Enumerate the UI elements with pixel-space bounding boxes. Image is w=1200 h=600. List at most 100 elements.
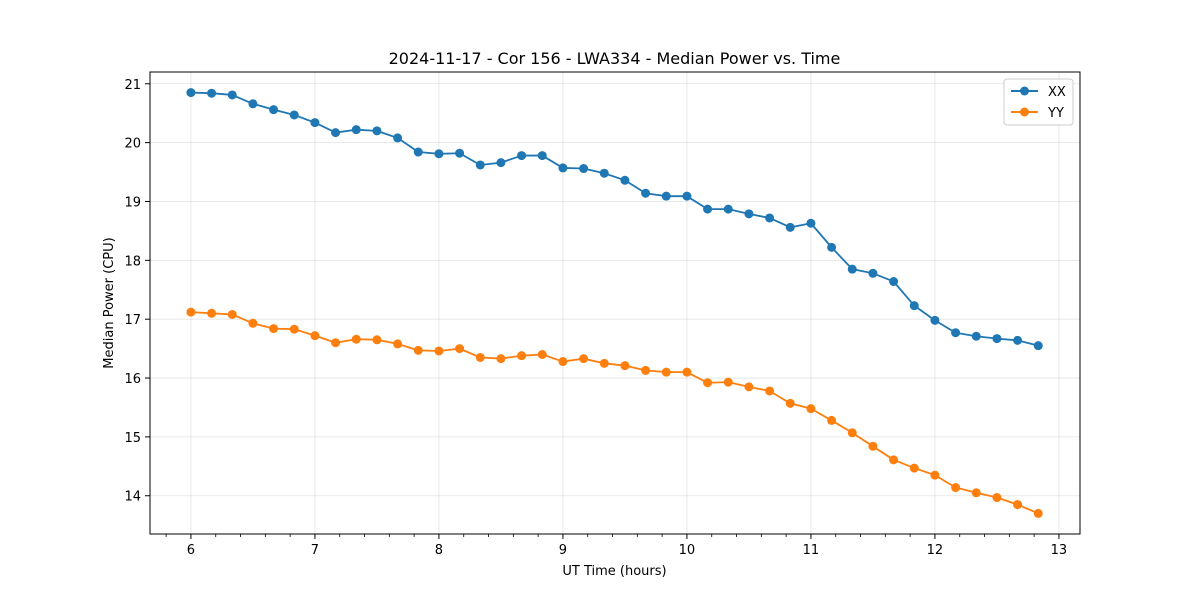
series-yy-point xyxy=(889,455,899,465)
series-yy-point xyxy=(930,470,940,480)
series-yy-point xyxy=(641,365,651,375)
series-yy-point xyxy=(475,352,485,362)
series-yy-point xyxy=(847,428,857,438)
series-yy-point xyxy=(269,324,279,334)
series-xx-point xyxy=(620,175,630,185)
series-xx-point xyxy=(765,213,775,223)
series-yy-point xyxy=(682,367,692,377)
series-xx-point xyxy=(269,105,279,115)
series-xx-point xyxy=(537,151,547,161)
series-yy-point xyxy=(827,415,837,425)
series-yy-point xyxy=(909,463,919,473)
x-tick-label: 13 xyxy=(1051,543,1068,558)
series-xx-point xyxy=(1033,341,1043,351)
series-xx-point xyxy=(310,118,320,128)
series-yy-point xyxy=(620,361,630,371)
series-xx-point xyxy=(186,88,196,98)
series-yy-point xyxy=(703,378,713,388)
legend-yy-label: YY xyxy=(1047,106,1064,121)
series-yy-point xyxy=(248,318,258,328)
series-xx-point xyxy=(517,151,527,161)
series-yy-point xyxy=(413,345,423,355)
series-yy xyxy=(186,307,1043,518)
y-tick-label: 14 xyxy=(124,490,141,505)
series-yy-point xyxy=(517,351,527,361)
y-tick-label: 18 xyxy=(124,254,141,269)
chart-title: 2024-11-17 - Cor 156 - LWA334 - Median P… xyxy=(389,49,841,68)
series-xx-point xyxy=(331,128,341,138)
series-xx-point xyxy=(992,334,1002,344)
y-tick-label: 20 xyxy=(124,137,141,152)
series-yy-point xyxy=(372,335,382,345)
series-xx-point xyxy=(889,277,899,287)
series-yy-point xyxy=(951,483,961,493)
series-xx-point xyxy=(868,268,878,278)
series-yy-point xyxy=(1013,500,1023,510)
series-xx-point xyxy=(207,88,217,98)
series-yy-point xyxy=(289,324,299,334)
x-tick-label: 11 xyxy=(803,543,820,558)
series-yy-point xyxy=(207,308,217,318)
series-xx-point xyxy=(558,163,568,173)
series-yy-point xyxy=(393,339,403,349)
series-xx-point xyxy=(1013,335,1023,345)
x-tick-label: 8 xyxy=(435,543,443,558)
series-xx-point xyxy=(909,301,919,311)
series-xx-point xyxy=(661,191,671,201)
x-tick-label: 12 xyxy=(927,543,944,558)
legend: XX YY xyxy=(1003,78,1074,126)
series-yy-point xyxy=(186,307,196,317)
y-tick-label: 17 xyxy=(124,313,141,328)
series-xx-point xyxy=(289,110,299,120)
legend-yy-marker xyxy=(1020,107,1029,117)
series-yy-point xyxy=(351,334,361,344)
series-xx-point xyxy=(785,222,795,232)
series-yy-point xyxy=(579,354,589,364)
series-xx xyxy=(186,88,1043,351)
series-xx-point xyxy=(827,242,837,252)
series-xx-point xyxy=(930,315,940,325)
series-yy-point xyxy=(496,354,506,364)
series-xx-point xyxy=(806,218,816,228)
series-xx-point xyxy=(723,204,733,214)
series-xx-point xyxy=(971,331,981,341)
series-xx-point xyxy=(455,148,465,158)
series-xx-point xyxy=(496,158,506,168)
series-yy-point xyxy=(1033,508,1043,518)
series-xx-point xyxy=(475,160,485,170)
series-yy-point xyxy=(599,358,609,368)
series-xx-point xyxy=(393,133,403,143)
y-axis-ticks: 14 15 16 17 18 19 20 21 xyxy=(124,78,150,505)
series-xx-point xyxy=(413,147,423,157)
series-xx-point xyxy=(703,204,713,214)
series-xx-point xyxy=(372,126,382,136)
series-xx-point xyxy=(641,188,651,198)
series-yy-point xyxy=(310,331,320,341)
x-axis-ticks: 6 7 8 9 10 11 12 13 xyxy=(165,534,1068,558)
y-tick-label: 19 xyxy=(124,195,141,210)
series-yy-point xyxy=(868,441,878,451)
plot-frame xyxy=(149,71,1081,535)
series-xx-point xyxy=(599,168,609,178)
series-xx-point xyxy=(744,209,754,219)
series-yy-point xyxy=(558,357,568,367)
y-axis-label: Median Power (CPU) xyxy=(102,237,117,368)
series-yy-point xyxy=(992,493,1002,503)
series-yy-point xyxy=(227,309,237,319)
series-yy-point xyxy=(765,386,775,396)
series-yy-point xyxy=(661,367,671,377)
series-xx-point xyxy=(434,149,444,159)
series-yy-point xyxy=(971,488,981,498)
series-xx-point xyxy=(248,99,258,109)
x-tick-label: 10 xyxy=(679,543,696,558)
series-xx-point xyxy=(847,264,857,274)
grid-lines xyxy=(150,72,1080,534)
y-tick-label: 16 xyxy=(124,372,141,387)
legend-xx-marker xyxy=(1020,86,1029,96)
series-yy-point xyxy=(455,344,465,354)
series-xx-point xyxy=(227,90,237,100)
series-layer xyxy=(186,88,1043,518)
y-tick-label: 21 xyxy=(124,78,141,93)
